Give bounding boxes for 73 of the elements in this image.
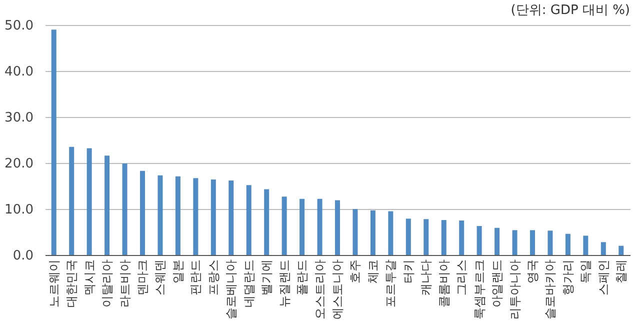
bar <box>459 220 464 255</box>
bar <box>158 175 163 255</box>
x-tick-label: 스웨덴 <box>153 260 168 296</box>
x-tick-label: 포르투갈 <box>384 260 398 308</box>
bar <box>424 219 429 255</box>
bar <box>548 230 553 255</box>
bar <box>352 209 358 255</box>
bar <box>122 163 128 255</box>
bar <box>69 146 74 255</box>
x-tick-label: 라트비아 <box>118 260 132 308</box>
bar <box>512 230 518 255</box>
x-tick-label: 칠레 <box>614 260 628 284</box>
bar <box>140 170 145 255</box>
bar <box>86 148 92 255</box>
bar <box>51 30 56 255</box>
x-tick-label: 체코 <box>366 260 380 284</box>
bar <box>317 198 322 255</box>
bar <box>210 180 216 255</box>
text: (단위: GDP 대비 %) <box>510 3 630 18</box>
x-tick-label: 폴란드 <box>295 260 310 296</box>
x-tick-label: 호주 <box>348 260 362 284</box>
bar <box>193 178 198 255</box>
bar <box>264 189 270 255</box>
bar <box>228 180 234 255</box>
x-tick-label: 일본 <box>170 260 185 284</box>
x-tick-label: 스페인 <box>596 260 610 296</box>
x-tick-label: 핀란드 <box>188 260 203 296</box>
x-tick-label: 네덜란드 <box>242 260 256 308</box>
x-tick-label: 헝가리 <box>560 260 575 296</box>
x-tick-label: 슬로바키아 <box>543 260 558 320</box>
x-tick-label: 터키 <box>401 260 416 284</box>
bar <box>388 211 394 255</box>
bar <box>600 242 606 255</box>
x-tick-label: 슬로베니아 <box>224 260 238 320</box>
bar <box>104 156 110 255</box>
x-tick-label: 오스트리아 <box>312 260 327 320</box>
bar <box>583 236 588 255</box>
y-tick-label: 40.0 <box>4 64 34 80</box>
x-tick-label: 아일랜드 <box>490 260 504 308</box>
x-tick-label: 리투아니아 <box>508 260 522 320</box>
x-tick-label: 콜롬비아 <box>436 260 451 308</box>
y-tick-label: 10.0 <box>4 202 34 218</box>
x-tick-label: 에스토니아 <box>330 260 344 320</box>
x-tick-label: 노르웨이 <box>46 260 61 308</box>
x-tick-label: 이탈리아 <box>100 260 114 308</box>
x-tick-label: 덴마크 <box>136 260 150 296</box>
x-tick-label: 독일 <box>578 260 593 284</box>
x-tick-label: 캐나다 <box>419 260 434 296</box>
bar <box>282 196 287 255</box>
bar <box>565 234 570 255</box>
bar <box>175 176 180 255</box>
bar <box>300 198 305 255</box>
x-tick-label: 뉴질랜드 <box>277 260 292 308</box>
y-tick-label: 50.0 <box>4 18 34 34</box>
y-tick-label: 20.0 <box>4 156 34 172</box>
bar <box>476 226 482 255</box>
x-tick-label: 프랑스 <box>206 260 220 296</box>
y-tick-label: 30.0 <box>4 110 34 126</box>
y-tick-label: 0.0 <box>12 248 34 264</box>
x-tick-label: 룩셈부르크 <box>472 260 486 320</box>
x-tick-label: 벨기에 <box>260 260 274 296</box>
bar <box>406 218 411 255</box>
x-tick-label: 그리스 <box>454 260 469 296</box>
bar <box>494 228 500 255</box>
bar <box>441 220 446 255</box>
bar <box>370 210 376 255</box>
bar <box>246 185 252 255</box>
x-tick-label: 대한민국 <box>64 260 79 308</box>
bar <box>530 230 535 255</box>
bar <box>335 200 340 255</box>
bar <box>618 246 624 255</box>
x-tick-label: 영국 <box>526 260 540 284</box>
x-tick-label: 멕시코 <box>82 260 96 296</box>
